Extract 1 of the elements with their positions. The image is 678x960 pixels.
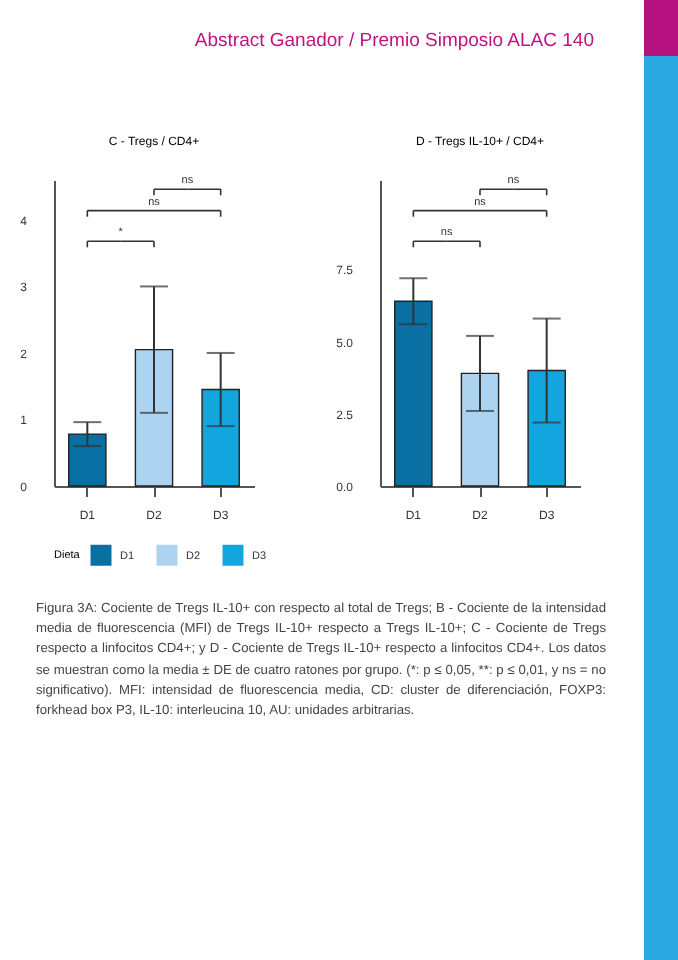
- text: Abstract Ganador / Premio Simposio ALAC 140: [194, 30, 594, 52]
